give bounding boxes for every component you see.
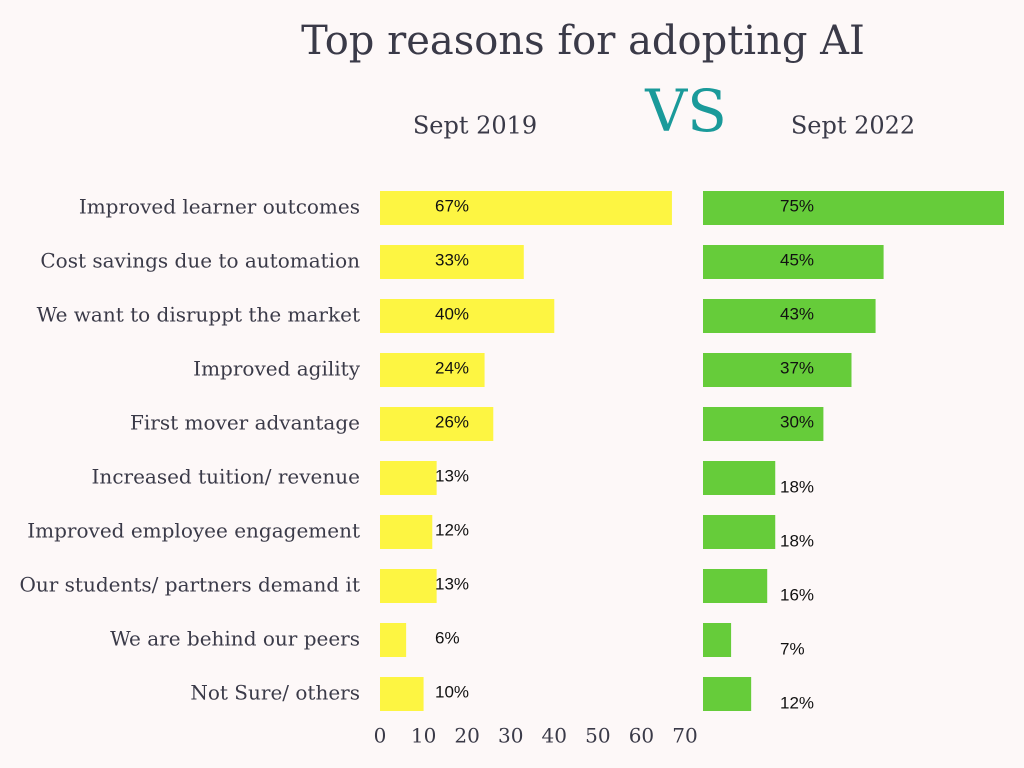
bar xyxy=(703,515,776,549)
bar xyxy=(703,353,852,387)
x-tick-label: 0 xyxy=(374,724,387,748)
bar xyxy=(703,677,752,711)
bar xyxy=(380,569,437,603)
bar xyxy=(380,353,485,387)
x-tick-label: 70 xyxy=(672,724,697,748)
bar xyxy=(703,461,776,495)
bar xyxy=(703,569,768,603)
value-label: 37% xyxy=(780,358,814,377)
value-label: 6% xyxy=(435,628,460,647)
bar xyxy=(380,623,407,657)
value-label: 12% xyxy=(780,693,814,712)
category-label: Improved employee engagement xyxy=(27,519,360,543)
category-label: Improved learner outcomes xyxy=(79,195,360,219)
x-tick-label: 40 xyxy=(542,724,567,748)
value-label: 67% xyxy=(435,196,469,215)
value-label: 30% xyxy=(780,412,814,431)
category-label: Not Sure/ others xyxy=(190,681,360,705)
x-tick-label: 50 xyxy=(585,724,610,748)
bar xyxy=(380,461,437,495)
bar xyxy=(380,299,555,333)
x-tick-label: 20 xyxy=(454,724,479,748)
value-label: 33% xyxy=(435,250,469,269)
subtitle: Sept 2022 xyxy=(791,112,915,140)
bar xyxy=(380,515,433,549)
value-label: 43% xyxy=(780,304,814,323)
value-label: 12% xyxy=(435,520,469,539)
bar xyxy=(703,299,876,333)
value-label: 75% xyxy=(780,196,814,215)
value-label: 13% xyxy=(435,466,469,485)
value-label: 10% xyxy=(435,682,469,701)
value-label: 40% xyxy=(435,304,469,323)
value-label: 45% xyxy=(780,250,814,269)
value-label: 18% xyxy=(780,531,814,550)
category-label: First mover advantage xyxy=(130,411,360,435)
bar xyxy=(380,407,494,441)
category-label: We want to disruppt the market xyxy=(37,303,360,327)
bar xyxy=(380,191,672,225)
category-label: We are behind our peers xyxy=(110,627,360,651)
chart-title: Top reasons for adopting AI xyxy=(301,18,865,64)
value-label: 18% xyxy=(780,477,814,496)
value-label: 7% xyxy=(780,639,805,658)
bar xyxy=(703,191,1004,225)
value-label: 24% xyxy=(435,358,469,377)
category-label: Improved agility xyxy=(193,357,361,381)
value-label: 16% xyxy=(780,585,814,604)
annotation: VS xyxy=(644,77,727,145)
bar xyxy=(703,245,884,279)
bar xyxy=(703,407,824,441)
x-tick-label: 30 xyxy=(498,724,523,748)
x-tick-label: 60 xyxy=(629,724,654,748)
value-label: 26% xyxy=(435,412,469,431)
category-label: Cost savings due to automation xyxy=(40,249,360,273)
bar xyxy=(380,677,424,711)
subtitle: Sept 2019 xyxy=(413,112,537,140)
category-label: Increased tuition/ revenue xyxy=(92,465,360,489)
x-tick-label: 10 xyxy=(411,724,436,748)
value-label: 13% xyxy=(435,574,469,593)
bar xyxy=(380,245,524,279)
category-label: Our students/ partners demand it xyxy=(19,573,360,597)
bar xyxy=(703,623,732,657)
